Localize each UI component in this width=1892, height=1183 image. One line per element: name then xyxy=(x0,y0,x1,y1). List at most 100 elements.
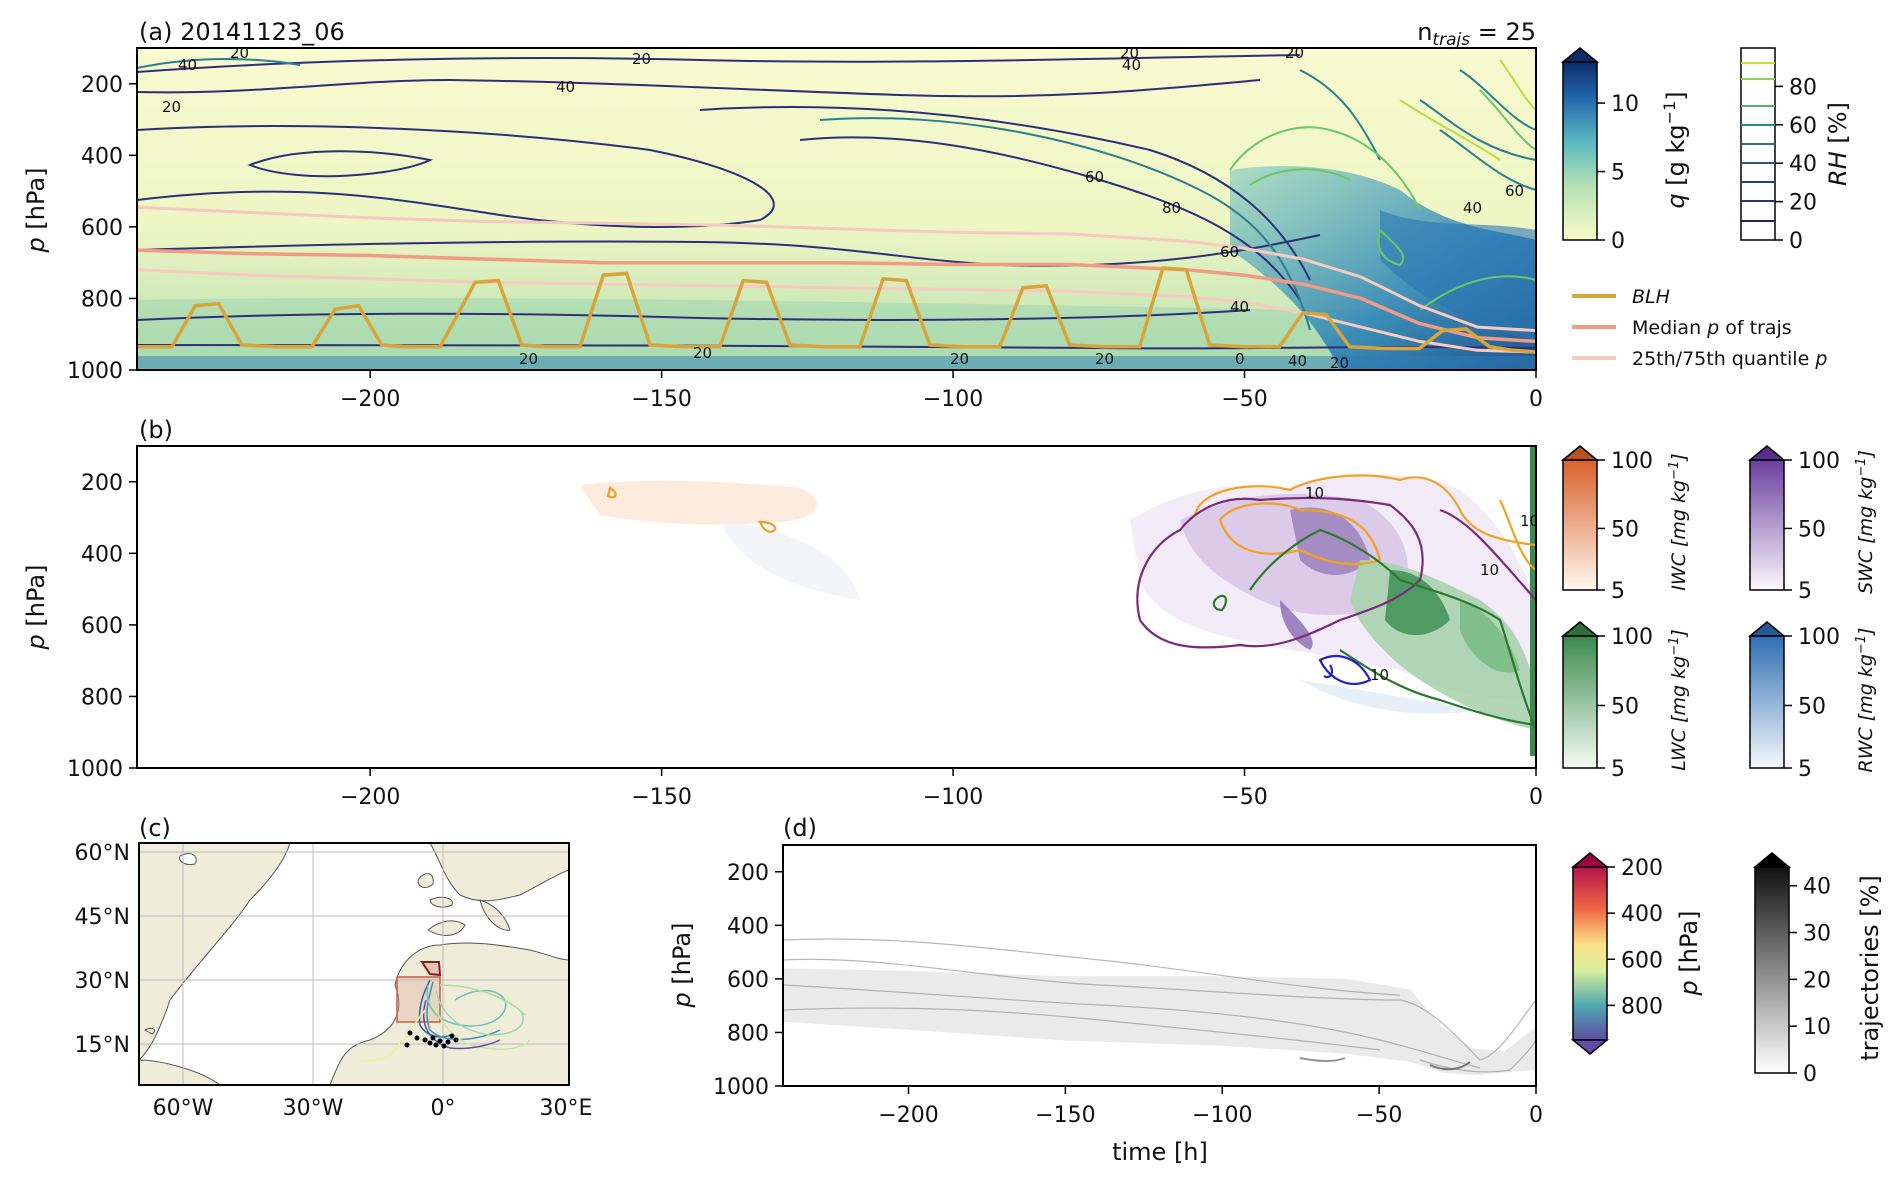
lon-tick: 30°W xyxy=(283,1096,344,1121)
colorbar-tick-label: 40 xyxy=(1789,152,1817,177)
colorbar-trajectories-label: trajectories [%] xyxy=(1856,875,1884,1061)
colorbar-tick-label: 30 xyxy=(1803,922,1831,947)
y-tick-label: 200 xyxy=(727,861,769,886)
panel-b-ylabel: p [hPa] xyxy=(22,565,50,651)
series-median-p xyxy=(137,248,1536,344)
contour-label: 10 xyxy=(1370,666,1389,684)
colorbar-tick-label: 50 xyxy=(1798,517,1826,542)
panel-c-lat-ticks: 60°N 45°N 30°N 15°N xyxy=(75,841,130,1058)
contour-label: 40 xyxy=(556,78,575,96)
map-trajectories xyxy=(359,979,531,1062)
contour-label: 0 xyxy=(1235,350,1245,368)
y-tick-label: 1000 xyxy=(67,757,123,782)
colorbar-tick-label: 5 xyxy=(1798,757,1812,782)
legend-quantile: 25th/75th quantile p xyxy=(1632,348,1827,370)
x-tick-label: −50 xyxy=(1356,1103,1402,1128)
colorbar-tick-label: 50 xyxy=(1798,694,1826,719)
contour-label: 60 xyxy=(1505,182,1524,200)
panel-a: 20 40 20 20 40 60 80 60 40 20 20 20 20 0… xyxy=(22,18,1852,412)
colorbar-q: q [g kg−1] xyxy=(1560,47,1690,241)
x-tick-label: −150 xyxy=(1035,1103,1095,1128)
colorbar-iwc: IWC [mg kg−1] xyxy=(1560,445,1690,591)
contour-label: 20 xyxy=(1285,44,1304,62)
contour-label: 20 xyxy=(1095,350,1114,368)
colorbar-lwc-label: LWC [mg kg−1] xyxy=(1667,629,1690,771)
lat-tick: 30°N xyxy=(75,969,130,994)
lon-tick: 0° xyxy=(431,1096,456,1121)
x-tick-label: 0 xyxy=(1529,387,1543,412)
y-tick-label: 400 xyxy=(727,914,769,939)
lon-tick: 30°E xyxy=(540,1096,593,1121)
colorbar-tick-label: 200 xyxy=(1621,856,1663,881)
contour-label: 10 xyxy=(1520,512,1539,530)
colorbar-tick-label: 10 xyxy=(1611,92,1639,117)
colorbar-p: p [hPa] xyxy=(1570,852,1703,1055)
series-q25 xyxy=(137,205,1536,333)
contour-label: 40 xyxy=(1288,352,1307,370)
panel-d-field xyxy=(783,845,1536,1086)
panel-a-ylabel: p [hPa] xyxy=(22,168,50,254)
colorbar-tick-label: 5 xyxy=(1798,579,1812,604)
y-tick-label: 800 xyxy=(81,685,123,710)
panel-b-xticks: −200 −150 −100 −50 0 xyxy=(340,768,1543,810)
colorbar-iwc-label: IWC [mg kg−1] xyxy=(1667,453,1690,590)
series-q75 xyxy=(137,268,1536,354)
colorbar-tick-label: 40 xyxy=(1803,875,1831,900)
contour-label: 20 xyxy=(162,98,181,116)
colorbar-q-label: q [g kg−1] xyxy=(1660,91,1690,208)
panel-c: (c) 60°N 45°N 30°N 15°N 60°W 30°W 0° 30°… xyxy=(75,814,593,1121)
colorbar-tick-label: 60 xyxy=(1789,114,1817,139)
contour-label: 20 xyxy=(693,344,712,362)
y-tick-label: 800 xyxy=(727,1021,769,1046)
trajectory-density-band xyxy=(783,968,1536,1076)
panel-c-frame xyxy=(138,842,570,1086)
contour-label: 20 xyxy=(1120,44,1139,62)
colorbar-p-label: p [hPa] xyxy=(1675,911,1703,997)
panel-a-frame xyxy=(136,47,1537,371)
x-tick-label: 0 xyxy=(1529,785,1543,810)
colorbar-rwc-label: RWC [mg kg−1] xyxy=(1854,628,1877,773)
contour-label: 40 xyxy=(178,56,197,74)
colorbar-rh: RH [%] xyxy=(1740,47,1852,241)
colorbar-tick-label: 10 xyxy=(1803,1015,1831,1040)
legend-blh: BLH xyxy=(1632,286,1670,308)
panel-b-frame xyxy=(136,445,1537,769)
colorbar-tick-label: 100 xyxy=(1798,449,1840,474)
colorbar-swc: SWC [mg kg−1] xyxy=(1747,445,1877,594)
contour-label: 20 xyxy=(1330,354,1349,372)
map-gridlines xyxy=(139,843,569,1085)
colorbar-tick-label: 50 xyxy=(1611,517,1639,542)
colorbar-tick-label: 100 xyxy=(1611,625,1653,650)
x-tick-label: −200 xyxy=(878,1103,938,1128)
panel-a-title: (a) 20141123_06 xyxy=(139,18,345,46)
colorbar-tick-label: 20 xyxy=(1789,191,1817,216)
colorbar-tick-label: 0 xyxy=(1803,1062,1817,1087)
contour-label: 10 xyxy=(1480,561,1499,579)
trajectory-density-lines xyxy=(783,938,1536,1073)
panel-c-title: (c) xyxy=(139,814,171,842)
colorbar-tick-label: 20 xyxy=(1803,968,1831,993)
colorbar-tick-label: 5 xyxy=(1611,579,1625,604)
colorbar-tick-label: 5 xyxy=(1611,161,1625,186)
colorbar-ticks: 0510020406080550100550100550100550100200… xyxy=(1597,75,1840,1087)
colorbar-tick-label: 80 xyxy=(1789,75,1817,100)
x-tick-label: −100 xyxy=(1192,1103,1252,1128)
x-tick-label: −200 xyxy=(340,387,400,412)
y-tick-label: 1000 xyxy=(713,1075,769,1100)
y-tick-label: 600 xyxy=(727,968,769,993)
panel-b-yticks: 200 400 600 800 1000 xyxy=(67,471,137,782)
panel-c-lon-ticks: 60°W 30°W 0° 30°E xyxy=(153,1096,593,1121)
panel-d-ylabel: p [hPa] xyxy=(668,923,696,1009)
y-tick-label: 400 xyxy=(81,542,123,567)
colorbar-tick-label: 600 xyxy=(1621,948,1663,973)
x-tick-label: −150 xyxy=(631,387,691,412)
colorbar-tick-label: 50 xyxy=(1611,694,1639,719)
x-tick-label: −200 xyxy=(340,785,400,810)
contour-label: 60 xyxy=(1220,243,1239,261)
panel-b-title: (b) xyxy=(139,416,173,444)
contour-label: 20 xyxy=(519,350,538,368)
lon-tick: 60°W xyxy=(153,1096,214,1121)
contour-label: 80 xyxy=(1162,199,1181,217)
